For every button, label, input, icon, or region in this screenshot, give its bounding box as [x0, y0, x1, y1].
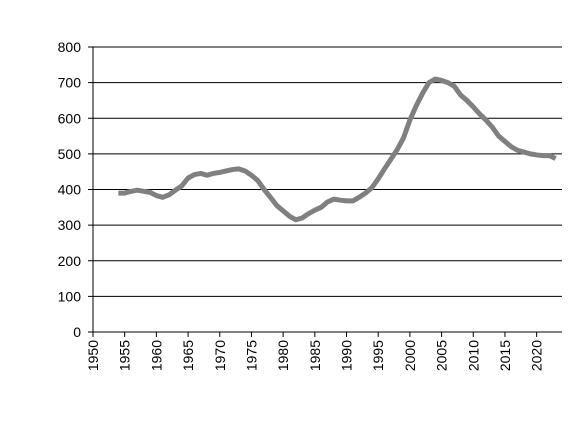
line — [118, 76, 557, 223]
x-tick-label: 1990 — [339, 340, 355, 371]
x-tick-label: 1995 — [370, 340, 386, 371]
x-tick-label: 2020 — [529, 340, 545, 371]
x-tick-label: 2005 — [434, 340, 450, 371]
y-tick-label: 700 — [58, 75, 82, 91]
y-tick-label: 100 — [58, 288, 82, 304]
x-tick-label: 1955 — [117, 340, 133, 371]
x-tick-label: 1965 — [180, 340, 196, 371]
x-tick-label: 1985 — [307, 340, 323, 371]
y-tick-label: 400 — [58, 182, 82, 198]
y-tick-label: 300 — [58, 217, 82, 233]
x-tick-label: 2010 — [465, 340, 481, 371]
x-tick-label: 1975 — [243, 340, 259, 371]
x-tick-label: 2000 — [402, 340, 418, 371]
y-tick-label: 200 — [58, 253, 82, 269]
x-tick-label: 1950 — [85, 340, 101, 371]
x-tick-label: 1980 — [275, 340, 291, 371]
x-tick-label: 1970 — [212, 340, 228, 371]
y-tick-label: 0 — [73, 324, 81, 340]
y-tick-label: 500 — [58, 146, 82, 162]
y-tick-label: 800 — [58, 39, 82, 55]
x-tick-label: 1960 — [148, 340, 164, 371]
y-tick-label: 600 — [58, 110, 82, 126]
x-tick-label: 2015 — [497, 340, 513, 371]
